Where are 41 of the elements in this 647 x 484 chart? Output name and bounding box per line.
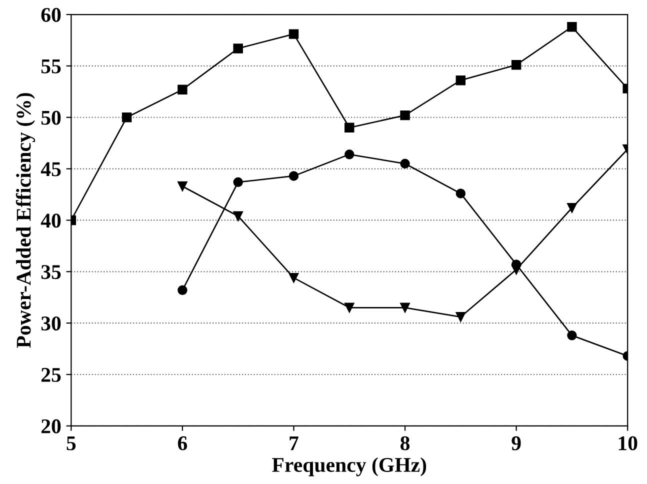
- y-axis-title: Power-Added Efficiency (%): [16, 93, 36, 348]
- point: [233, 44, 243, 54]
- point: [567, 22, 577, 32]
- y-tick-label: 35: [41, 265, 61, 280]
- y-tick-label: 60: [41, 8, 61, 22]
- x-tick-label: 5: [66, 436, 76, 450]
- point: [178, 84, 188, 94]
- point: [288, 272, 299, 283]
- y-tick-label: 45: [40, 162, 61, 176]
- point: [178, 181, 188, 192]
- x-axis-title: Frequency (GHz): [272, 457, 426, 476]
- point: [344, 122, 354, 133]
- y-tick-label: 30: [41, 316, 61, 331]
- point: [400, 302, 410, 313]
- point: [233, 177, 243, 188]
- point: [456, 75, 466, 86]
- y-tick-label: 55: [41, 60, 61, 74]
- x-tick-label: 8: [400, 436, 410, 450]
- point: [511, 60, 522, 70]
- point: [178, 285, 188, 296]
- point: [456, 312, 466, 322]
- x-tick-label: 10: [618, 436, 638, 450]
- point: [288, 29, 299, 39]
- y-tick-label: 40: [40, 214, 61, 228]
- x-tick-label: 6: [178, 436, 188, 450]
- point: [567, 203, 577, 213]
- y-tick-label: 50: [41, 110, 61, 125]
- y-tick-label: 25: [41, 368, 61, 382]
- x-tick-label: 7: [290, 436, 298, 450]
- point: [233, 211, 243, 221]
- point: [344, 302, 354, 313]
- point: [400, 158, 410, 169]
- point: [567, 330, 577, 340]
- point: [122, 112, 132, 122]
- y-tick-label: 20: [41, 419, 61, 434]
- x-tick-label: 9: [512, 436, 521, 450]
- point: [344, 150, 354, 160]
- point: [511, 260, 522, 270]
- point: [288, 171, 299, 181]
- point: [456, 188, 466, 198]
- point: [400, 110, 410, 120]
